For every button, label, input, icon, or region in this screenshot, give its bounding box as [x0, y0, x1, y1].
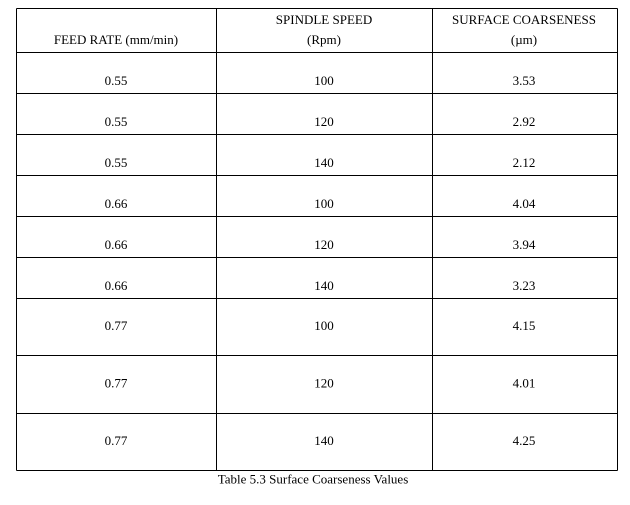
- table-cell: 4.01: [513, 375, 536, 390]
- table-cell: 120: [314, 237, 334, 252]
- table-cell: 4.25: [513, 433, 536, 448]
- header-cell: SURFACE COARSENESS: [452, 12, 596, 27]
- header-cell: (Rpm): [307, 32, 341, 47]
- table-cell: 100: [314, 73, 334, 88]
- table-cell: 2.12: [513, 155, 536, 170]
- table-cell: 140: [314, 433, 334, 448]
- table-cell: 100: [314, 196, 334, 211]
- header-cell: SPINDLE SPEED: [276, 12, 372, 27]
- table-cell: 4.15: [513, 318, 536, 333]
- table-caption: Table 5.3 Surface Coarseness Values: [218, 471, 409, 486]
- table-cell: 4.04: [513, 196, 536, 211]
- table-cell: 3.94: [513, 237, 536, 252]
- table-cell: 0.66: [105, 278, 128, 293]
- table-cell: 120: [314, 375, 334, 390]
- table-cell: 0.55: [105, 155, 128, 170]
- table-cell: 0.55: [105, 73, 128, 88]
- header-cell: FEED RATE (mm/min): [54, 32, 178, 47]
- table-cell: 0.66: [105, 196, 128, 211]
- table-cell: 0.77: [105, 318, 128, 333]
- table-cell: 0.77: [105, 375, 128, 390]
- table-cell: 2.92: [513, 114, 536, 129]
- table-cell: 140: [314, 155, 334, 170]
- header-cell: (µm): [511, 32, 537, 47]
- table-cell: 3.23: [513, 278, 536, 293]
- table-cell: 140: [314, 278, 334, 293]
- table-cell: 120: [314, 114, 334, 129]
- table-cell: 3.53: [513, 73, 536, 88]
- table-cell: 0.66: [105, 237, 128, 252]
- table-cell: 0.77: [105, 433, 128, 448]
- table-cell: 0.55: [105, 114, 128, 129]
- table-cell: 100: [314, 318, 334, 333]
